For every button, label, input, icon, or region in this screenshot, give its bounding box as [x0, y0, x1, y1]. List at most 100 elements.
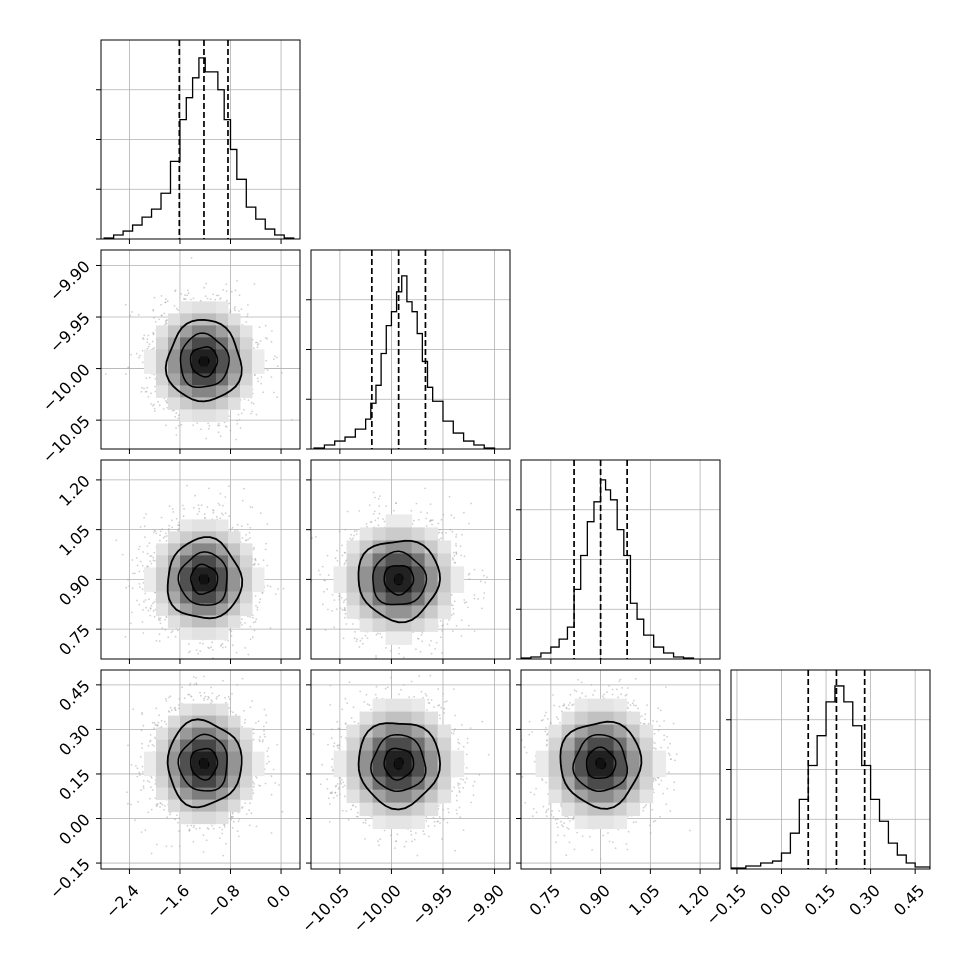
sample-point — [257, 563, 260, 566]
sample-point — [234, 306, 237, 308]
sample-point — [257, 380, 260, 383]
y-tick-label: −9.90 — [46, 257, 94, 305]
sample-point — [220, 645, 222, 647]
y-tick-label: −10.00 — [39, 360, 94, 415]
density-cell — [204, 385, 217, 398]
sample-point — [251, 506, 254, 509]
sample-point — [165, 322, 167, 324]
sample-point — [225, 290, 228, 292]
sample-point — [165, 532, 167, 535]
sample-point — [256, 344, 259, 346]
density-cell — [216, 361, 229, 374]
sample-point — [255, 413, 258, 416]
sample-point — [164, 323, 166, 326]
sample-point — [154, 385, 156, 388]
sample-point — [152, 331, 155, 334]
density-cell — [156, 385, 169, 398]
sample-point — [171, 526, 174, 529]
sample-point — [256, 346, 259, 349]
sample-point — [158, 404, 161, 407]
sample-point — [147, 334, 150, 337]
sample-point — [256, 341, 259, 344]
sample-point — [197, 652, 200, 655]
sample-point — [217, 422, 220, 425]
sample-point — [153, 600, 156, 603]
density-cell — [192, 373, 205, 386]
sample-point — [208, 487, 210, 490]
sample-point — [149, 560, 152, 562]
density-cell — [240, 325, 253, 338]
x-tick-label: 0.15 — [801, 881, 840, 920]
density-cell — [216, 409, 229, 422]
sample-point — [219, 517, 222, 520]
sample-point — [252, 402, 255, 405]
sample-point — [249, 638, 252, 640]
sample-point — [164, 628, 167, 631]
sample-point — [262, 391, 265, 394]
density-cell — [156, 337, 169, 350]
sample-point — [240, 525, 243, 528]
sample-point — [142, 609, 144, 611]
sample-point — [180, 423, 183, 426]
sample-point — [139, 560, 142, 563]
sample-point — [241, 624, 243, 626]
sample-point — [208, 647, 211, 650]
sample-point — [186, 294, 189, 297]
sample-point — [138, 545, 141, 548]
sample-point — [230, 528, 232, 531]
sample-point — [148, 598, 150, 601]
sample-point — [192, 506, 195, 509]
sample-point — [153, 551, 156, 554]
sample-point — [162, 408, 165, 410]
sample-point — [141, 588, 144, 590]
histogram-step — [731, 685, 930, 869]
sample-point — [171, 508, 174, 510]
sample-point — [171, 409, 174, 412]
sample-point — [174, 415, 177, 418]
sample-point — [243, 398, 246, 400]
sample-point — [138, 356, 140, 359]
histogram-panel-3 — [521, 460, 720, 659]
sample-point — [175, 427, 178, 429]
density-cell — [180, 373, 193, 386]
sample-point — [176, 307, 178, 310]
sample-point — [240, 412, 243, 415]
sample-point — [246, 315, 249, 318]
sample-point — [255, 341, 257, 344]
histogram-step — [313, 275, 496, 449]
density-cell — [192, 385, 205, 398]
sample-point — [229, 309, 232, 311]
sample-point — [249, 506, 252, 508]
sample-point — [221, 642, 224, 645]
sample-point — [146, 552, 149, 555]
sample-point — [177, 309, 179, 312]
sample-point — [142, 582, 145, 584]
sample-point — [153, 373, 156, 376]
sample-point — [265, 359, 268, 362]
sample-point — [256, 377, 259, 380]
sample-point — [251, 410, 254, 413]
sample-point — [159, 539, 161, 542]
sample-point — [154, 410, 156, 412]
sample-point — [132, 572, 134, 575]
sample-point — [214, 298, 217, 301]
density-cell — [240, 349, 253, 362]
sample-point — [270, 376, 273, 378]
sample-point — [253, 564, 256, 566]
sample-point — [150, 392, 152, 395]
density-cell — [252, 349, 265, 362]
sample-point — [202, 642, 204, 645]
sample-point — [139, 354, 141, 357]
sample-point — [153, 615, 156, 618]
sample-point — [131, 587, 134, 590]
sample-point — [142, 551, 145, 553]
sample-point — [165, 616, 168, 618]
sample-point — [166, 406, 169, 409]
sample-point — [141, 349, 144, 352]
sample-point — [241, 499, 244, 502]
sample-point — [218, 504, 221, 506]
sample-point — [247, 399, 250, 401]
sample-point — [203, 513, 206, 516]
sample-point — [235, 651, 238, 654]
sample-point — [262, 559, 265, 562]
